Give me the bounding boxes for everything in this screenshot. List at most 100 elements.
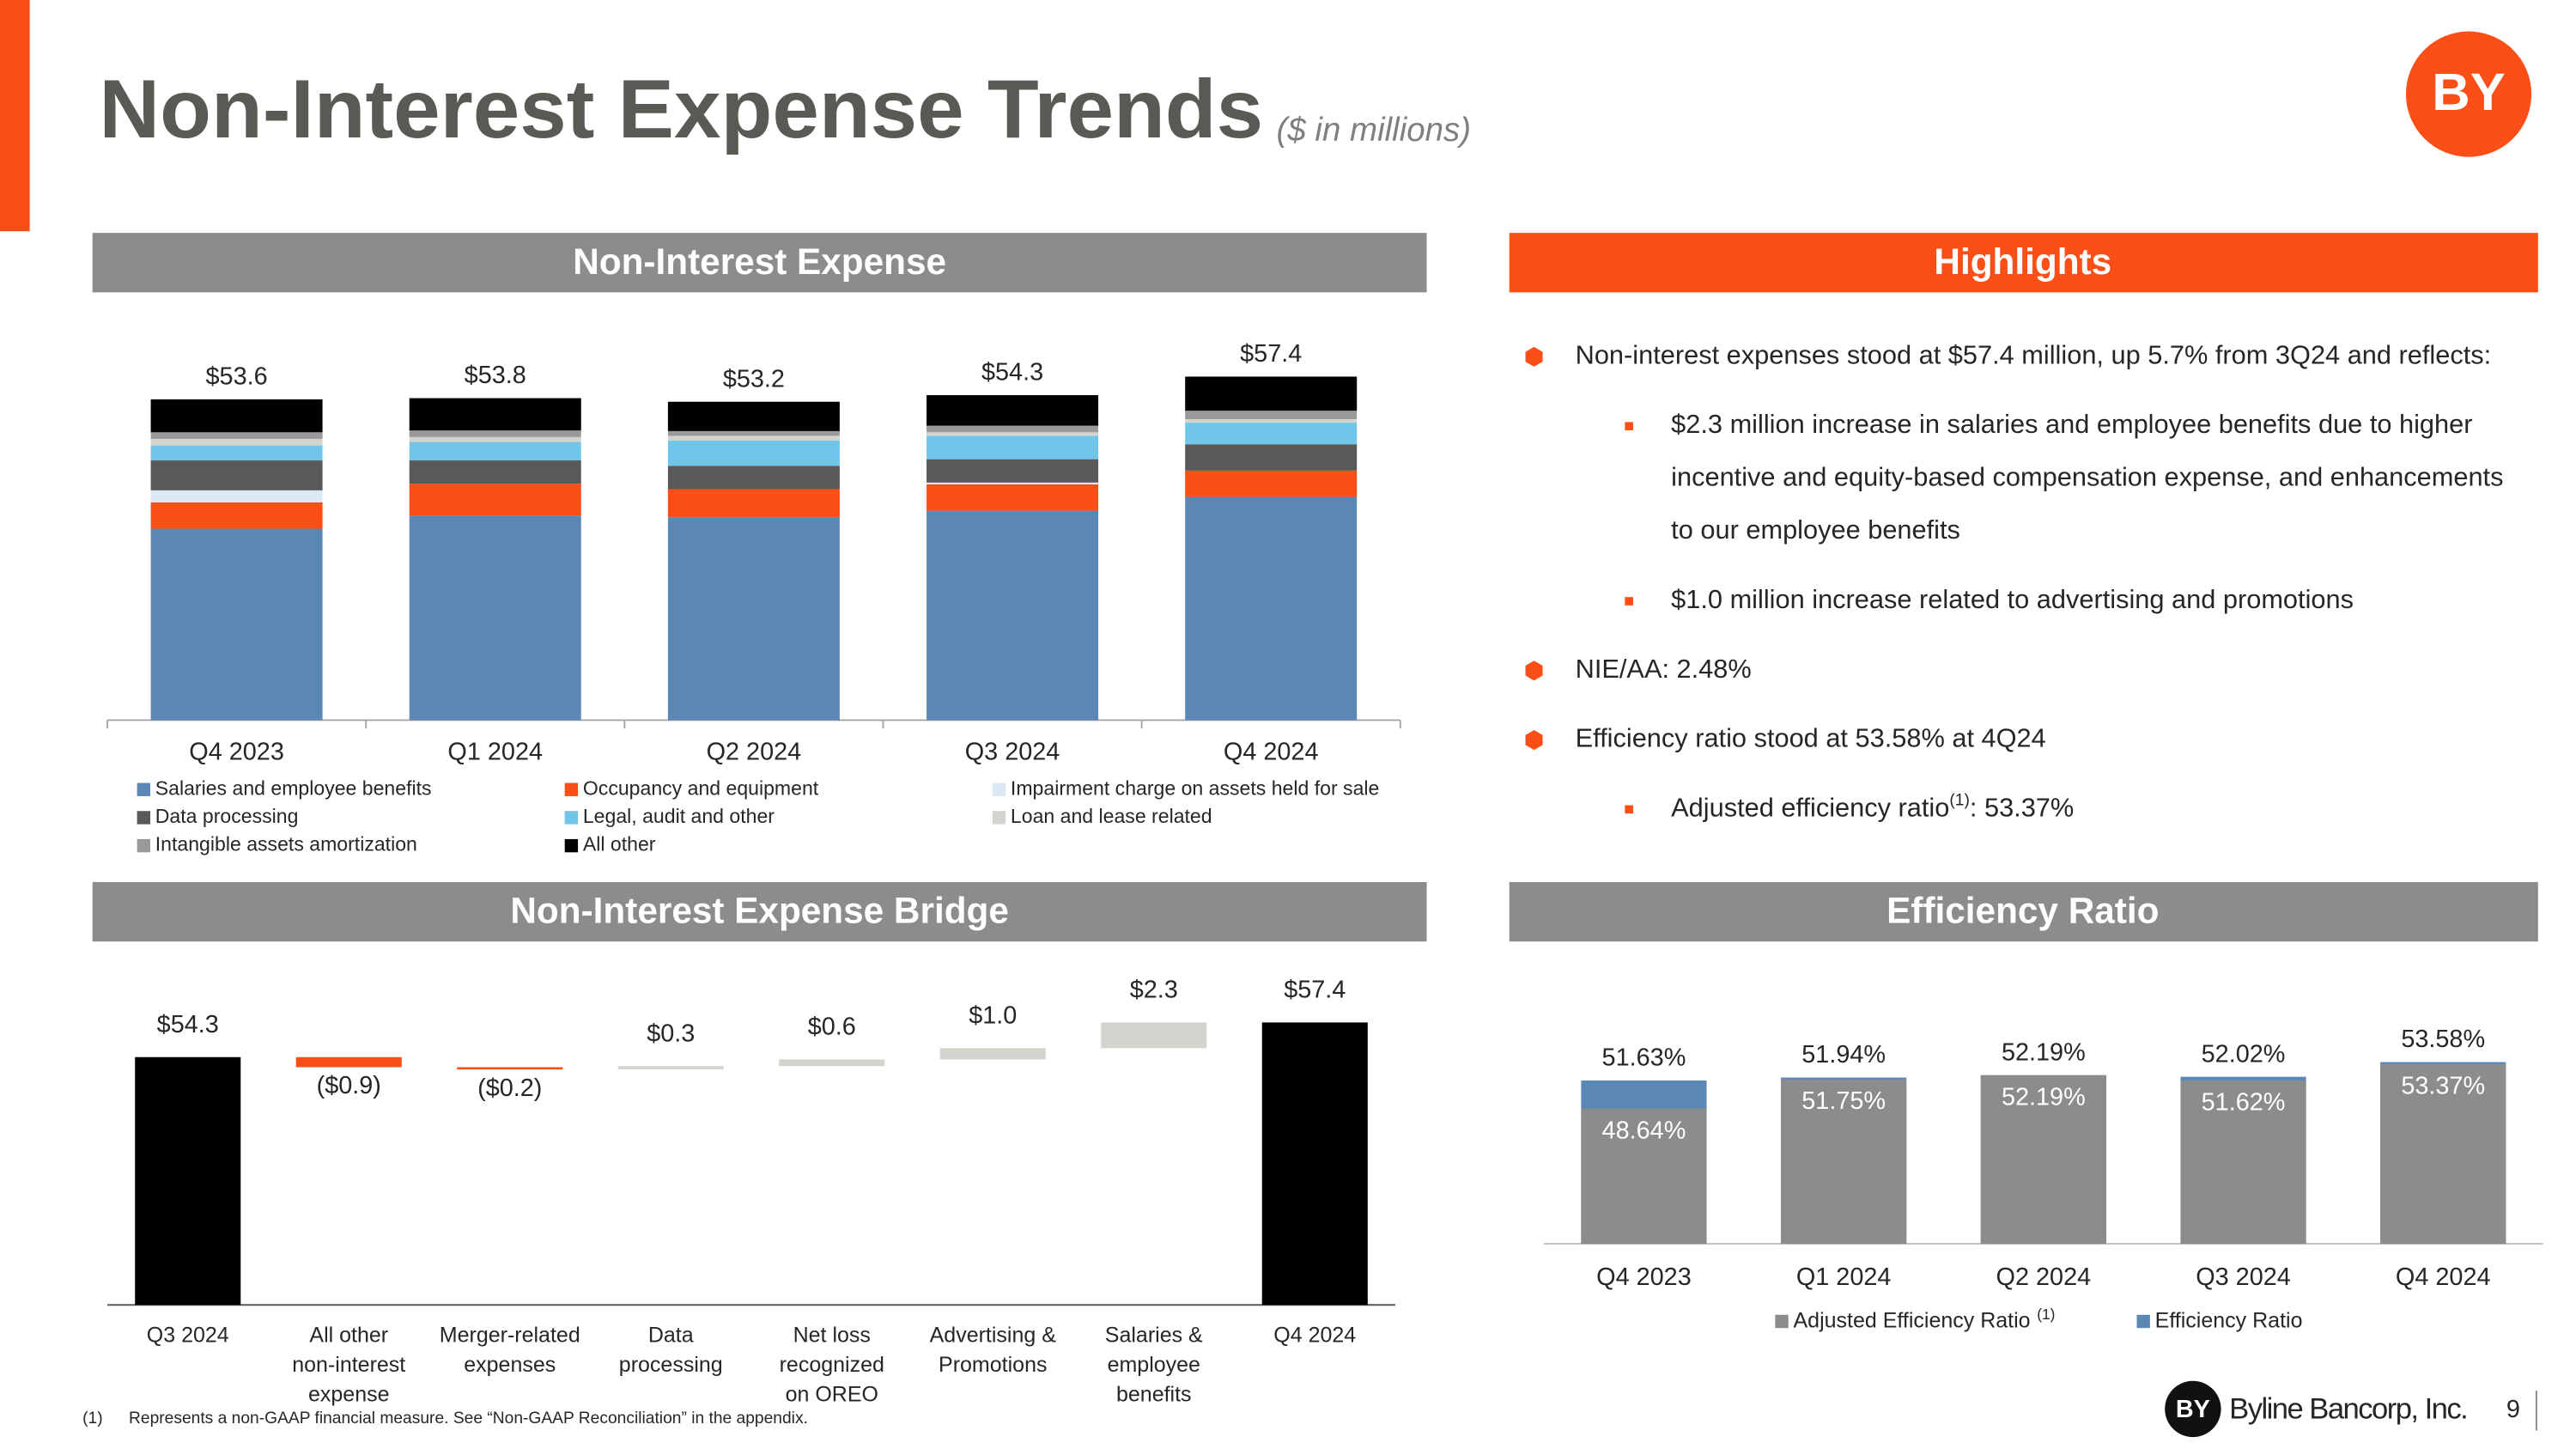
x-tick-label: Q3 2024 — [147, 1323, 229, 1347]
company-name: Byline Bancorp, Inc. — [2229, 1392, 2467, 1425]
highlight-line: Non-interest expenses stood at $57.4 mil… — [1576, 340, 2492, 370]
legend-name: Adjusted Efficiency Ratio — [1793, 1308, 2030, 1332]
bar-segment — [927, 425, 1099, 433]
legend-label: Intangible assets amortization — [155, 833, 417, 855]
footnote-marker: (1) — [82, 1409, 103, 1428]
highlight-text: $1.0 million increase related to adverti… — [1671, 584, 2354, 614]
bar-segment — [409, 436, 581, 442]
legend-swatch — [564, 782, 579, 796]
x-tick-label: Advertising & — [930, 1323, 1057, 1347]
highlight-line: to our employee benefits — [1671, 514, 1960, 545]
bullet — [1525, 730, 1543, 751]
bar-segment — [150, 438, 323, 446]
value-label: 51.63% — [1602, 1044, 1686, 1072]
x-tick-label: Q4 2024 — [1273, 1323, 1356, 1347]
legend-label: Legal, audit and other — [583, 805, 775, 827]
legend-swatch — [1775, 1314, 1789, 1329]
highlight-text: Efficiency ratio stood at 53.58% at 4Q24 — [1576, 723, 2046, 753]
legend-label: Impairment charge on assets held for sal… — [1011, 776, 1379, 799]
panel-title: Efficiency Ratio — [1886, 891, 2159, 931]
highlight-text: to our employee benefits — [1671, 514, 1960, 545]
bar-segment — [1185, 376, 1358, 411]
bar-segment — [927, 435, 1099, 460]
x-tick-label: Q4 2024 — [1224, 739, 1319, 766]
bar-segment — [927, 510, 1099, 721]
superscript: (1) — [1949, 792, 1970, 810]
legend-label: Adjusted Efficiency Ratio (1) — [1793, 1305, 2055, 1332]
accent-bar — [0, 0, 30, 232]
x-tick-label: non-interest — [292, 1353, 405, 1377]
highlight-text: Non-interest expenses stood at $57.4 mil… — [1576, 340, 2492, 370]
legend-label: Loan and lease related — [1011, 805, 1212, 827]
subtitle: ($ in millions) — [1277, 112, 1472, 149]
total-label: $54.3 — [981, 359, 1043, 387]
x-tick-label: Q3 2024 — [965, 739, 1060, 766]
value-label: $2.3 — [1130, 976, 1178, 1003]
value-label: 51.62% — [2202, 1089, 2286, 1117]
value-label: 52.19% — [2002, 1038, 2086, 1066]
x-tick-label: Q4 2024 — [2396, 1263, 2491, 1291]
x-tick-label: recognized — [780, 1353, 884, 1377]
legend-swatch — [137, 782, 151, 796]
value-label: 52.02% — [2202, 1040, 2286, 1068]
total-label: $53.6 — [206, 363, 268, 391]
x-tick-label: Q4 2023 — [189, 739, 284, 766]
bar — [1261, 1022, 1368, 1306]
bar-segment — [667, 489, 840, 518]
x-tick-label: Q2 2024 — [1996, 1263, 2092, 1291]
bar-segment — [667, 441, 840, 466]
value-label: $57.4 — [1284, 976, 1346, 1003]
total-label: $57.4 — [1240, 340, 1302, 368]
bar — [617, 1066, 724, 1070]
bar-segment — [150, 445, 323, 461]
logo-circle — [2405, 31, 2532, 157]
value-label: $1.0 — [969, 1002, 1017, 1029]
x-tick-label: on OREO — [786, 1383, 878, 1407]
legend-label: Data processing — [155, 805, 299, 827]
panel-title: Non-Interest Expense Bridge — [510, 891, 1009, 931]
value-label: ($0.2) — [477, 1075, 542, 1102]
bar-segment — [409, 460, 581, 484]
total-label: $53.2 — [723, 365, 785, 393]
bar — [779, 1059, 885, 1067]
bullet — [1625, 422, 1633, 430]
bullet — [1625, 805, 1633, 814]
bar — [1781, 1079, 1907, 1245]
legend-swatch — [2136, 1314, 2150, 1329]
panel-title: Highlights — [1934, 241, 2111, 282]
x-tick-label: Data — [648, 1323, 694, 1347]
bar — [457, 1067, 563, 1070]
bar-segment — [927, 395, 1099, 426]
bar-segment — [409, 398, 581, 431]
value-label: $0.3 — [647, 1020, 695, 1047]
bar-segment — [1185, 470, 1358, 497]
bar — [1581, 1108, 1707, 1245]
logo: BY — [2432, 63, 2505, 122]
title: Non-Interest Expense Trends — [99, 64, 1263, 155]
bar — [939, 1048, 1046, 1060]
highlight-text: $2.3 million increase in salaries and em… — [1671, 409, 2472, 439]
bar-segment — [927, 432, 1099, 436]
legend-label: Salaries and employee benefits — [155, 776, 432, 799]
highlight-text: incentive and equity-based compensation … — [1671, 462, 2503, 492]
bar-segment — [150, 502, 323, 529]
bar-segment — [927, 484, 1099, 511]
footer-logo-circle — [2165, 1380, 2221, 1438]
bar-segment — [1185, 423, 1358, 445]
bar-segment — [409, 484, 581, 516]
highlight-line: Adjusted efficiency ratio — [1671, 792, 1949, 822]
value-label: 51.75% — [1801, 1087, 1886, 1115]
bar-segment — [667, 517, 840, 721]
highlight-line: incentive and equity-based compensation … — [1671, 462, 2503, 492]
legend-swatch — [137, 838, 151, 853]
x-tick-label: Q4 2023 — [1596, 1263, 1692, 1291]
legend-name: Efficiency Ratio — [2155, 1308, 2303, 1332]
bar-segment — [1185, 496, 1358, 721]
legend-label: Efficiency Ratio — [2155, 1308, 2303, 1332]
bar-segment — [150, 460, 323, 490]
highlight-line: NIE/AA: 2.48% — [1576, 654, 1752, 684]
highlight-line: $1.0 million increase related to adverti… — [1671, 584, 2354, 614]
x-tick-label: expenses — [464, 1353, 556, 1377]
